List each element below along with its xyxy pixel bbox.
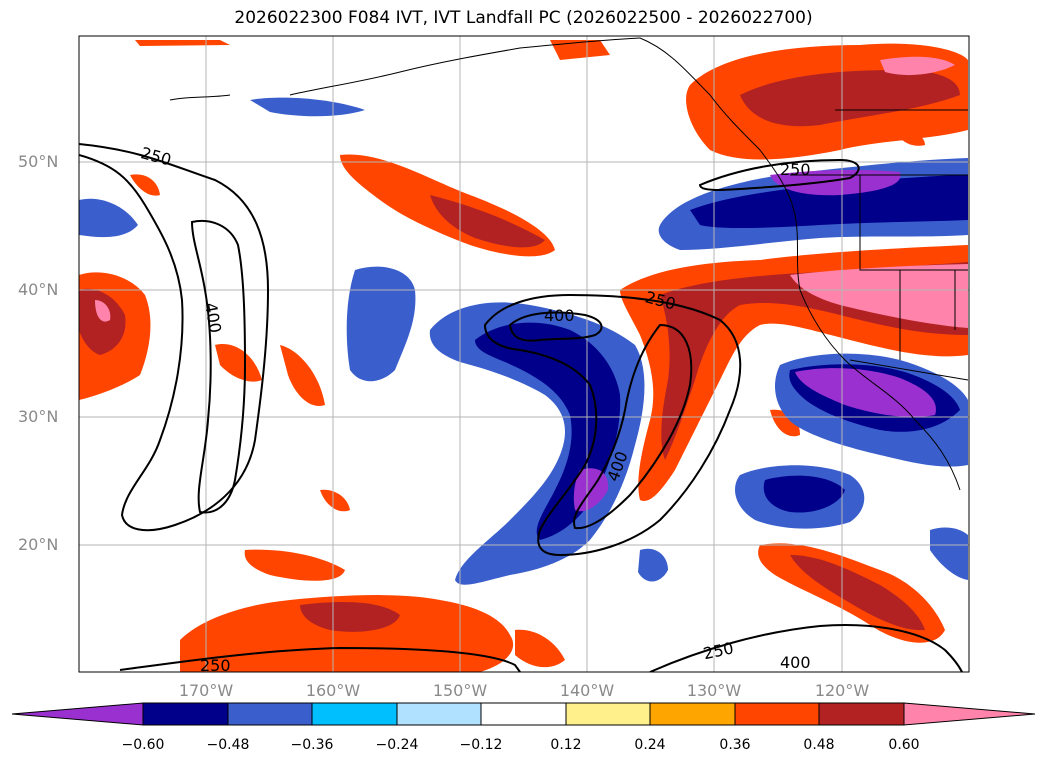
contour-label: 250 <box>139 143 173 169</box>
colorbar-tick-label: −0.48 <box>206 737 250 753</box>
ivt-filled-contours <box>79 36 969 672</box>
colorbar-tick-label: 0.12 <box>550 737 582 753</box>
lon-label: 130°W <box>686 681 742 700</box>
lon-label: 140°W <box>559 681 615 700</box>
contour-label: 250 <box>780 160 811 179</box>
positive-anomaly-regions <box>79 40 968 672</box>
colorbar-tick-label: 0.36 <box>719 737 751 753</box>
contour-label: 250 <box>702 638 736 663</box>
lon-label: 170°W <box>178 681 234 700</box>
colorbar-extend-low <box>11 702 144 726</box>
coastlines <box>169 37 969 491</box>
lat-label: 30°N <box>18 407 59 426</box>
lon-label: 150°W <box>432 681 488 700</box>
contour-label: 400 <box>780 653 811 672</box>
lat-label: 50°N <box>18 152 59 171</box>
colorbar-tick-label: 0.60 <box>888 737 920 753</box>
colorbar <box>11 702 1036 726</box>
colorbar-tick-label: 0.24 <box>634 737 666 753</box>
lon-label: 160°W <box>305 681 361 700</box>
colorbar-tick-label: −0.36 <box>290 737 334 753</box>
map-frame <box>78 35 970 673</box>
colorbar-tick-label: −0.12 <box>459 737 503 753</box>
contour-label: 250 <box>200 656 231 675</box>
graticule <box>79 36 969 672</box>
colorbar-tick-label: −0.24 <box>375 737 419 753</box>
lat-label: 20°N <box>18 535 59 554</box>
colorbar-tick-label: 0.48 <box>803 737 835 753</box>
colorbar-tick-label: −0.60 <box>121 737 165 753</box>
map-title: 2026022300 F084 IVT, IVT Landfall PC (20… <box>234 8 813 28</box>
lat-label: 40°N <box>18 280 59 299</box>
lon-label: 120°W <box>814 681 870 700</box>
colorbar-extend-high <box>903 702 1036 726</box>
contour-label: 400 <box>201 301 225 334</box>
contour-label: 400 <box>544 306 575 325</box>
contour-lines <box>79 143 963 672</box>
negative-anomaly-regions <box>79 97 968 585</box>
